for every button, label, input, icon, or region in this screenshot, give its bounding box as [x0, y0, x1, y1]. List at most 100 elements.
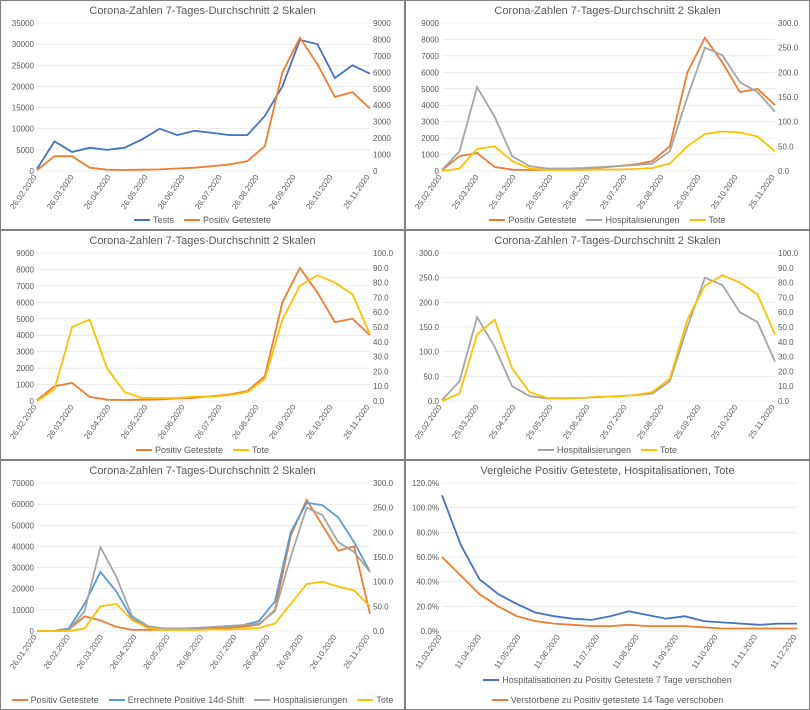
svg-text:26.11.2020: 26.11.2020 — [342, 633, 372, 671]
svg-text:250.0: 250.0 — [778, 44, 799, 53]
svg-text:10.0: 10.0 — [373, 382, 389, 391]
svg-text:100.0: 100.0 — [373, 578, 394, 587]
svg-text:10000: 10000 — [12, 125, 35, 134]
svg-text:0.0: 0.0 — [778, 397, 790, 406]
svg-text:300.0: 300.0 — [778, 19, 799, 28]
panel-title: Vergleiche Positiv Getestete, Hospitalis… — [408, 465, 807, 477]
svg-text:0.0: 0.0 — [373, 397, 385, 406]
legend-item: Hospitalisierungen — [254, 695, 347, 705]
svg-text:4000: 4000 — [421, 101, 439, 110]
legend-label: Errechnete Positive 14d-Shift — [128, 695, 245, 705]
svg-text:7000: 7000 — [373, 52, 391, 61]
svg-text:26.04.2020: 26.04.2020 — [82, 173, 113, 211]
legend-item: Tote — [357, 695, 393, 705]
legend-swatch — [492, 699, 508, 701]
legend: Hospitalisierungen Tote — [408, 443, 807, 457]
legend-label: Positiv Getestete — [508, 215, 576, 225]
legend: Positiv Getestete Tote — [3, 443, 402, 457]
svg-text:25.03.2020: 25.03.2020 — [450, 173, 481, 211]
svg-text:200.0: 200.0 — [778, 68, 799, 77]
svg-text:35000: 35000 — [12, 19, 35, 28]
svg-text:20.0%: 20.0% — [416, 602, 439, 611]
panel-1: Corona-Zahlen 7-Tages-Durchschnitt 2 Ska… — [0, 0, 405, 230]
svg-text:8000: 8000 — [421, 35, 439, 44]
svg-text:90.0: 90.0 — [373, 264, 389, 273]
svg-text:11.03.2020: 11.03.2020 — [414, 633, 444, 671]
legend-swatch — [134, 219, 150, 221]
chart-area: 01000200030004000500060007000800090000.0… — [3, 249, 402, 443]
svg-text:25.04.2020: 25.04.2020 — [487, 403, 518, 441]
svg-text:7000: 7000 — [16, 282, 34, 291]
panel-title: Corona-Zahlen 7-Tages-Durchschnitt 2 Ska… — [3, 235, 402, 247]
svg-text:9000: 9000 — [421, 19, 439, 28]
svg-text:26.10.2020: 26.10.2020 — [304, 173, 335, 211]
svg-text:26.02.2020: 26.02.2020 — [8, 173, 39, 211]
svg-text:100.0: 100.0 — [778, 249, 799, 258]
svg-text:26.10.2020: 26.10.2020 — [304, 403, 335, 441]
legend-item: Positiv Getestete — [12, 695, 99, 705]
legend-item: Hospitalisierungen — [586, 215, 679, 225]
svg-text:25.10.2020: 25.10.2020 — [709, 173, 740, 211]
legend-label: Hospitalisierungen — [557, 445, 631, 455]
chart-grid: Corona-Zahlen 7-Tages-Durchschnitt 2 Ska… — [0, 0, 810, 660]
svg-text:50.0: 50.0 — [373, 323, 389, 332]
legend-label: Tote — [252, 445, 269, 455]
legend-swatch — [254, 699, 270, 701]
svg-text:26.01.2020: 26.01.2020 — [8, 633, 39, 671]
svg-text:5000: 5000 — [373, 85, 391, 94]
svg-text:26.08.2020: 26.08.2020 — [230, 403, 261, 441]
chart-area: 0100002000030000400005000060000700000.05… — [3, 479, 402, 693]
svg-text:26.04.2020: 26.04.2020 — [82, 403, 113, 441]
legend-item: Hospitalisierungen — [538, 445, 631, 455]
svg-text:26.03.2020: 26.03.2020 — [45, 403, 76, 441]
svg-text:9000: 9000 — [16, 249, 34, 258]
legend-item: Hospitalisationen zu Positiv Getestete 7… — [483, 675, 731, 685]
svg-text:26.05.2020: 26.05.2020 — [141, 633, 172, 671]
svg-text:3000: 3000 — [16, 348, 34, 357]
svg-text:11.07.2020: 11.07.2020 — [571, 633, 601, 671]
panel-6: Vergleiche Positiv Getestete, Hospitalis… — [405, 460, 810, 710]
svg-text:8000: 8000 — [373, 35, 391, 44]
svg-text:25.05.2020: 25.05.2020 — [524, 403, 555, 441]
svg-text:25.04.2020: 25.04.2020 — [487, 173, 518, 211]
svg-text:3000: 3000 — [373, 118, 391, 127]
svg-text:40.0: 40.0 — [778, 338, 794, 347]
legend-label: Verstorbene zu Positiv getestete 14 Tage… — [511, 695, 723, 705]
svg-text:100.0: 100.0 — [419, 348, 440, 357]
legend-item: Verstorbene zu Positiv getestete 14 Tage… — [492, 695, 723, 705]
svg-text:26.09.2020: 26.09.2020 — [267, 403, 298, 441]
svg-text:40000: 40000 — [12, 542, 35, 551]
legend-swatch — [357, 699, 373, 701]
svg-text:11.12.2020: 11.12.2020 — [769, 633, 799, 671]
svg-text:80.0: 80.0 — [778, 279, 794, 288]
svg-text:30000: 30000 — [12, 40, 35, 49]
legend: Tests Positiv Getestete — [3, 213, 402, 227]
svg-text:26.10.2020: 26.10.2020 — [308, 633, 339, 671]
svg-text:7000: 7000 — [421, 52, 439, 61]
svg-text:26.11.2020: 26.11.2020 — [342, 403, 372, 441]
svg-text:25.08.2020: 25.08.2020 — [635, 403, 666, 441]
svg-text:3000: 3000 — [421, 118, 439, 127]
svg-text:26.06.2020: 26.06.2020 — [175, 633, 206, 671]
svg-text:4000: 4000 — [16, 331, 34, 340]
chart-area: 01000200030004000500060007000800090000.0… — [408, 19, 807, 213]
svg-text:11.10.2020: 11.10.2020 — [690, 633, 720, 671]
svg-text:50000: 50000 — [12, 521, 35, 530]
legend-swatch — [538, 449, 554, 451]
legend-swatch — [483, 679, 499, 681]
svg-text:80.0: 80.0 — [373, 279, 389, 288]
legend-item: Tote — [690, 215, 726, 225]
svg-text:25.06.2020: 25.06.2020 — [561, 403, 592, 441]
legend-swatch — [109, 699, 125, 701]
svg-text:26.08.2020: 26.08.2020 — [241, 633, 272, 671]
svg-text:10.0: 10.0 — [778, 382, 794, 391]
svg-text:26.02.2020: 26.02.2020 — [8, 403, 39, 441]
legend-item: Tote — [233, 445, 269, 455]
svg-text:300.0: 300.0 — [419, 249, 440, 258]
panel-title: Corona-Zahlen 7-Tages-Durchschnitt 2 Ska… — [3, 5, 402, 17]
svg-text:11.09.2020: 11.09.2020 — [650, 633, 680, 671]
svg-text:2000: 2000 — [421, 134, 439, 143]
svg-text:100.0%: 100.0% — [412, 504, 439, 513]
legend-item: Positiv Getestete — [136, 445, 223, 455]
legend-item: Tests — [134, 215, 174, 225]
